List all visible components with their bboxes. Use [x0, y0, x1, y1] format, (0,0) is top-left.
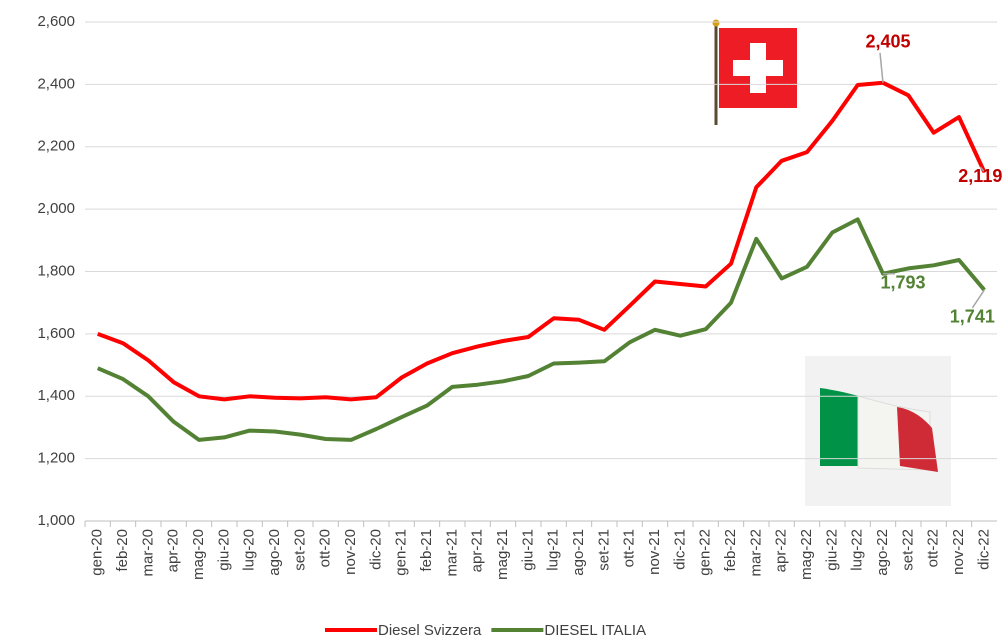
- x-tick-label: giu-22: [823, 529, 840, 571]
- series-line: [96, 217, 986, 442]
- x-tick-label: set-22: [899, 529, 916, 571]
- y-tick-label: 2,200: [37, 138, 75, 155]
- y-tick-label: 1,200: [37, 450, 75, 467]
- x-tick-label: nov-22: [950, 529, 967, 575]
- x-tick-label: nov-20: [342, 529, 359, 575]
- legend-label: DIESEL ITALIA: [544, 622, 646, 639]
- x-tick-label: apr-22: [773, 529, 790, 572]
- value-label: 2,119: [958, 166, 1002, 186]
- x-tick-label: apr-21: [469, 529, 486, 572]
- leader-line: [971, 289, 985, 309]
- leader-line: [879, 52, 884, 83]
- x-tick-label: ago-22: [874, 529, 891, 576]
- x-tick-label: mar-20: [139, 529, 156, 577]
- x-tick-label: dic-20: [367, 529, 384, 570]
- y-tick-label: 2,600: [37, 13, 75, 30]
- value-label: 2,405: [865, 32, 910, 52]
- x-tick-label: apr-20: [165, 529, 182, 572]
- y-tick-label: 2,400: [37, 75, 75, 92]
- plot: 1,000 1,200 1,400 1,600 1,800 2,000 2,200 2,400…: [37, 13, 1002, 639]
- value-label: 1,793: [880, 272, 925, 292]
- x-tick-label: gen-21: [393, 529, 410, 576]
- x-tick-label: gen-20: [89, 529, 106, 576]
- y-tick-label: 1,600: [37, 325, 75, 342]
- x-tick-label: nov-21: [646, 529, 663, 575]
- x-tick-label: gen-22: [697, 529, 714, 576]
- x-tick-label: dic-22: [975, 529, 992, 570]
- x-tick-label: lug-20: [241, 529, 258, 571]
- x-tick-label: dic-21: [671, 529, 688, 570]
- x-tick-label: ott-22: [925, 529, 942, 567]
- x-tick-label: set-21: [595, 529, 612, 571]
- x-tick-label: mar-22: [747, 529, 764, 577]
- italy-flag: [805, 356, 951, 506]
- value-label: 1,741: [950, 307, 995, 327]
- x-tick-label: feb-22: [722, 529, 739, 572]
- x-tick-label: mag-20: [190, 529, 207, 580]
- y-tick-label: 1,000: [37, 512, 75, 529]
- x-tick-label: giu-21: [519, 529, 536, 571]
- x-tick-label: lug-21: [545, 529, 562, 571]
- swiss-flag: [712, 19, 797, 125]
- x-tick-label: ago-20: [266, 529, 283, 576]
- x-tick-label: ott-20: [317, 529, 334, 567]
- x-tick-label: giu-20: [215, 529, 232, 571]
- x-tick-label: feb-21: [418, 529, 435, 572]
- x-tick-label: set-20: [291, 529, 308, 571]
- y-tick-label: 1,400: [37, 387, 75, 404]
- y-tick-label: 2,000: [37, 200, 75, 217]
- legend-label: Diesel Svizzera: [378, 622, 482, 639]
- x-tick-label: ago-21: [570, 529, 587, 576]
- leader-line: [979, 166, 985, 173]
- x-tick-label: lug-22: [849, 529, 866, 571]
- x-tick-label: mag-22: [798, 529, 815, 580]
- y-tick-label: 1,800: [37, 262, 75, 279]
- x-tick-label: mag-21: [494, 529, 511, 580]
- x-tick-label: feb-20: [114, 529, 131, 572]
- series-line: [97, 80, 987, 402]
- x-tick-label: ott-21: [621, 529, 638, 567]
- x-tick-label: mar-21: [443, 529, 460, 577]
